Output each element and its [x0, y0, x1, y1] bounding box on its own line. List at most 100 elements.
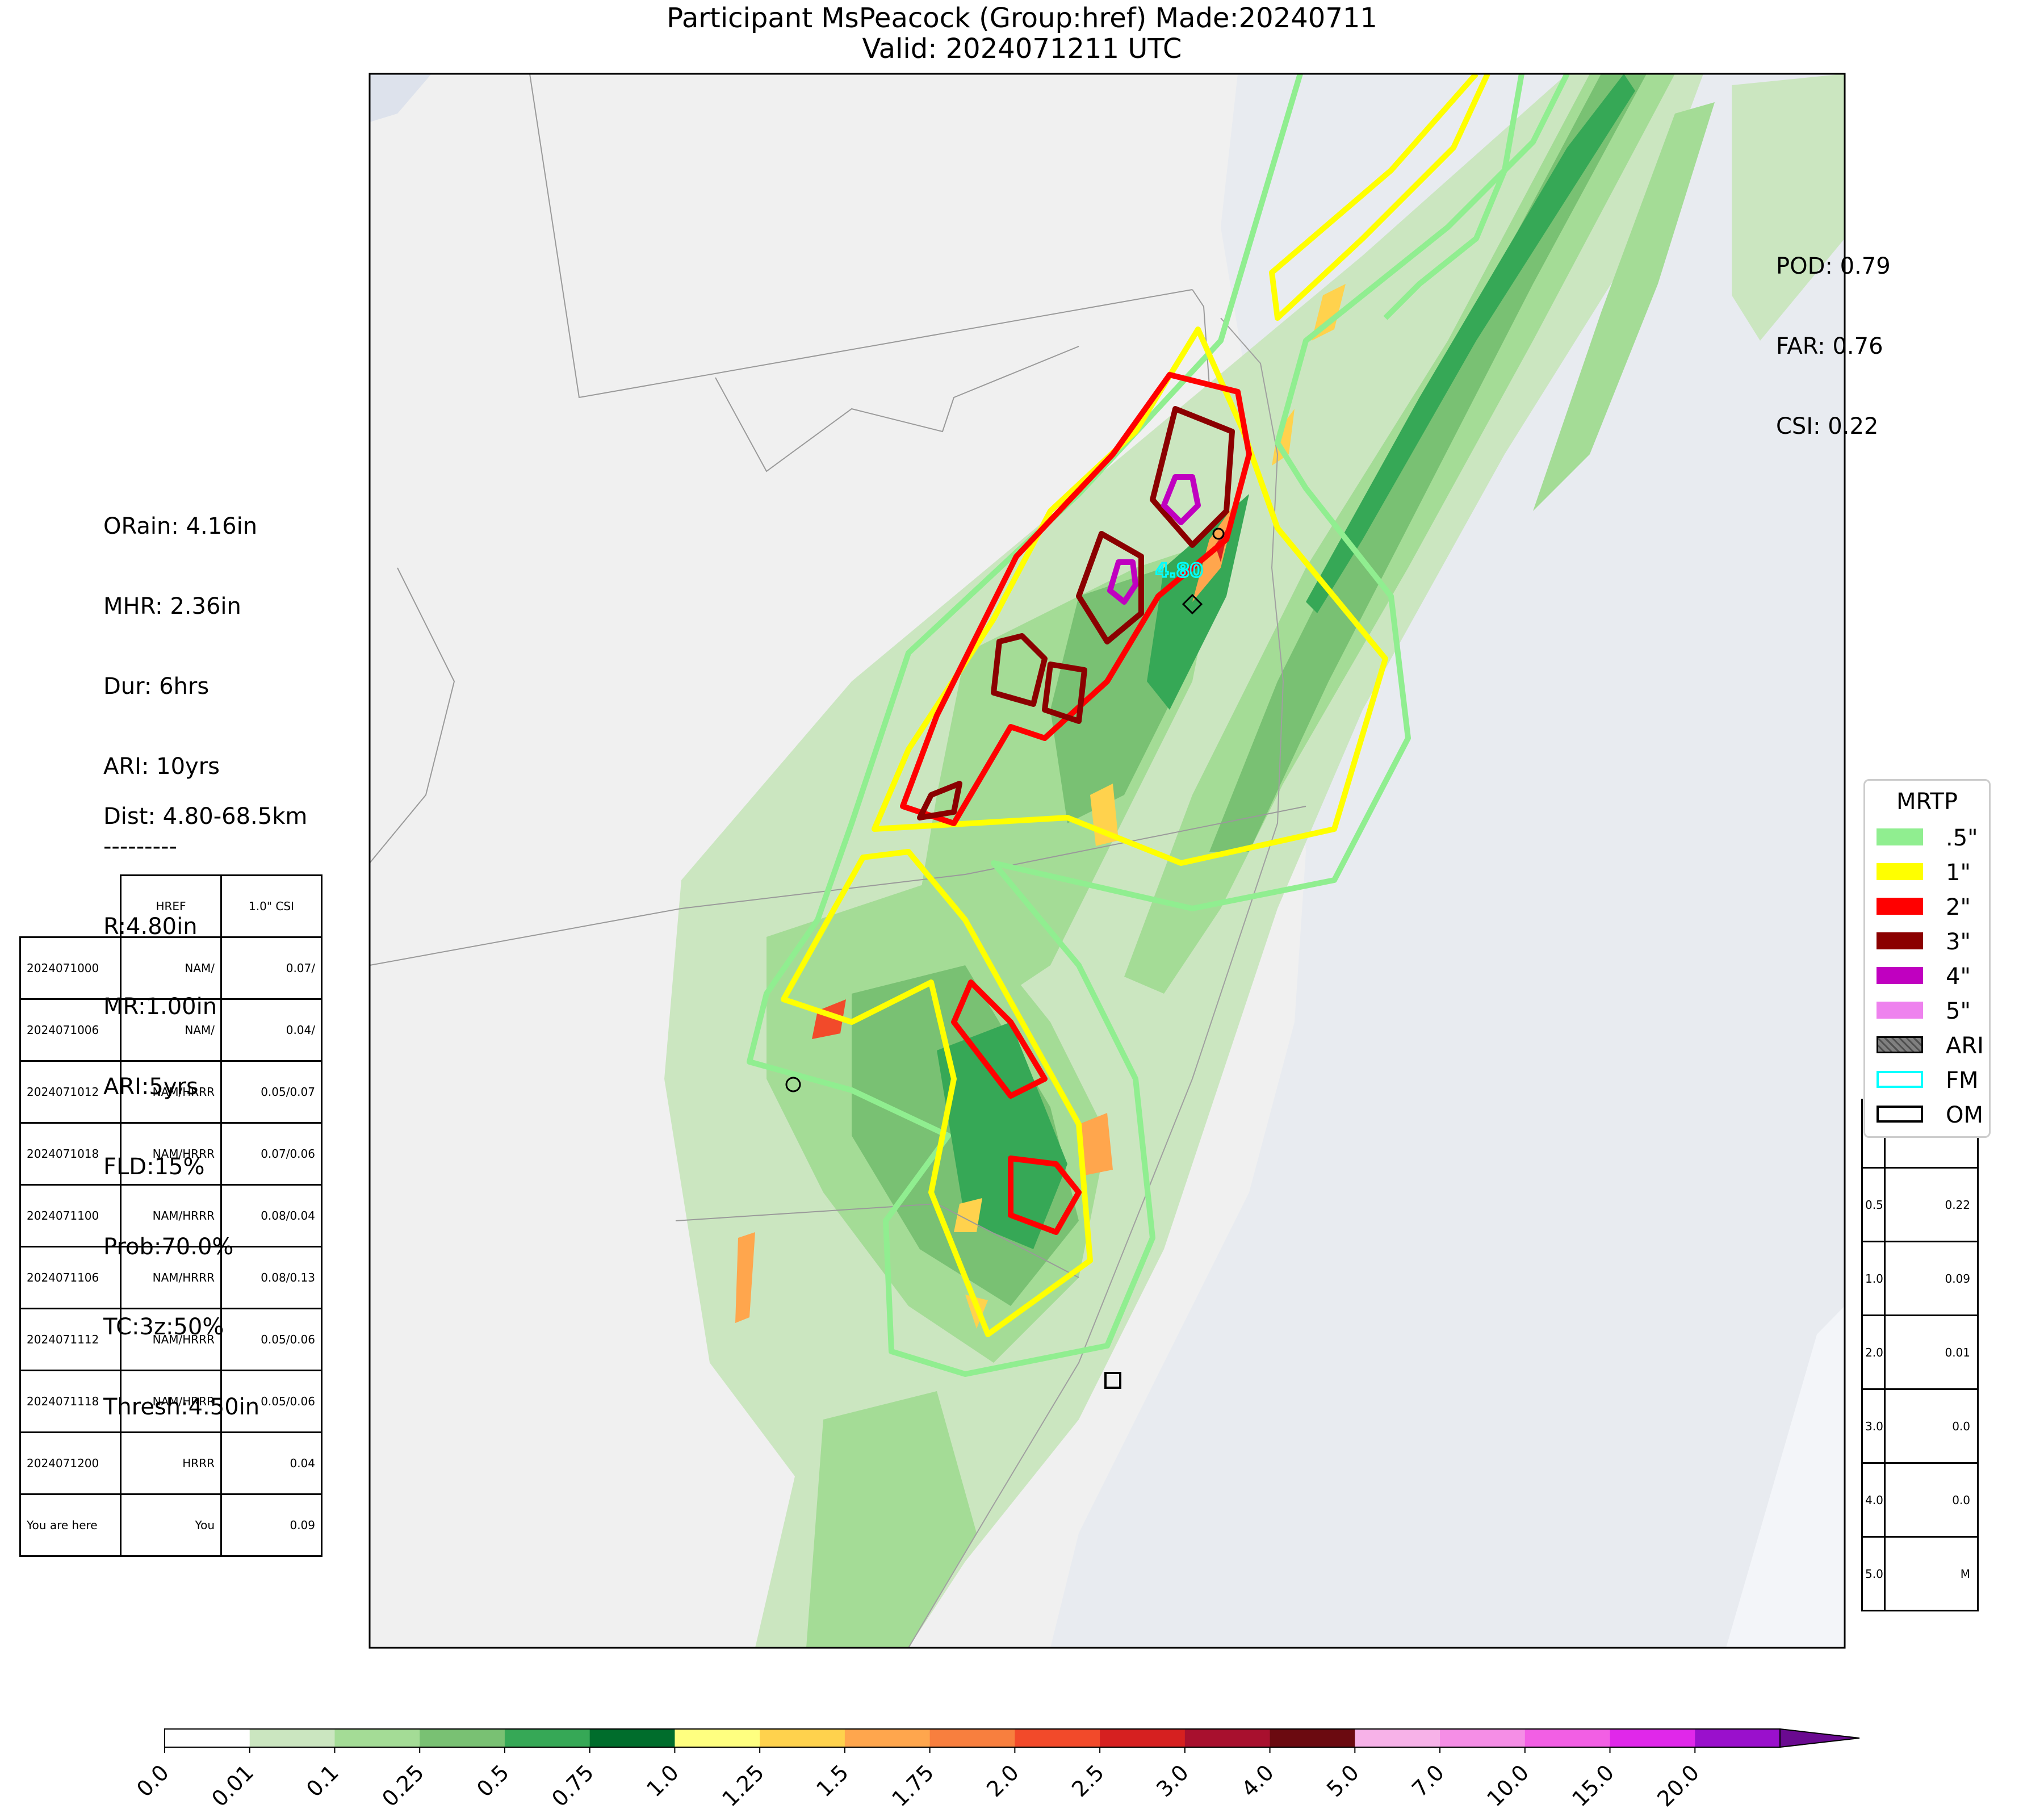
table-row: You are here You 0.09 [19, 1493, 322, 1557]
cell-date: 2024071012 [19, 1060, 122, 1124]
contour-1in-north [1269, 74, 1490, 321]
colorbar-segment [929, 1729, 1015, 1747]
ari-markers [785, 527, 1225, 1092]
table-row: 5.0 M [1861, 1536, 1979, 1611]
cell-date: 2024071100 [19, 1184, 122, 1247]
legend-swatch [1877, 967, 1923, 984]
pod-score: POD: 0.79 [1776, 253, 1891, 279]
table-row: 2024071100 NAM/HRRR 0.08/0.04 [19, 1184, 322, 1247]
contour-3in-c [991, 633, 1048, 707]
cell-date: 2024071000 [19, 936, 122, 1000]
colorbar-segment [504, 1729, 590, 1747]
colorbar-segment [1695, 1729, 1781, 1747]
legend-swatch [1877, 863, 1923, 880]
cell-date: 2024071118 [19, 1370, 122, 1433]
colorbar-segment [844, 1729, 931, 1747]
colorbar-segment [1184, 1729, 1271, 1747]
contour-2in-north [900, 372, 1252, 826]
contour-0-5in-east [1383, 74, 1524, 320]
legend-label: FM [1946, 1067, 1979, 1094]
cell-model: NAM/HRRR [120, 1184, 222, 1247]
cell-csi: 0.22 [1884, 1167, 1979, 1242]
cell-csi: 0.04/ [220, 998, 322, 1062]
table-row: 2.0 0.01 [1861, 1314, 1979, 1390]
cell-model: HRRR [120, 1431, 222, 1495]
far-score: FAR: 0.76 [1776, 333, 1883, 359]
cell-date: 2024071006 [19, 998, 122, 1062]
colorbar-segment [1440, 1729, 1526, 1747]
map-area: 4.80 [370, 74, 1845, 1648]
table-row: 2024071012 NAM/HRRR 0.05/0.07 [19, 1060, 322, 1124]
legend-label: 5" [1946, 998, 1971, 1024]
stat-line: ORain: 4.16in [103, 513, 258, 539]
table-row: 1.0 0.09 [1861, 1241, 1979, 1316]
legend-label: ARI [1946, 1033, 1984, 1059]
cell-model: NAM/HRRR [120, 1060, 222, 1124]
ocean-area [1050, 74, 1845, 1648]
legend-swatch [1877, 932, 1923, 949]
legend-label: 1" [1946, 860, 1971, 886]
history-header-blank [20, 875, 122, 938]
cell-csi: 0.05/0.06 [220, 1308, 322, 1371]
cell-date: 2024071106 [19, 1246, 122, 1309]
colorbar-segment [1610, 1729, 1695, 1747]
cell-threshold: 1.0 [1861, 1241, 1886, 1316]
table-row: 2024071112 NAM/HRRR 0.05/0.06 [19, 1308, 322, 1371]
contour-4in-a [1161, 474, 1201, 525]
colorbar-segment [420, 1729, 505, 1747]
table-row: 0.5 0.22 [1861, 1167, 1979, 1242]
history-header-model: HREF [120, 874, 222, 938]
colorbar-segment [1015, 1729, 1100, 1747]
title-line-1: Participant MsPeacock (Group:href) Made:… [667, 2, 1377, 34]
table-row: 2024071018 NAM/HRRR 0.07/0.06 [19, 1122, 322, 1186]
distance-text: Dist: 4.80-68.5km [103, 803, 308, 830]
cell-threshold: 2.0 [1861, 1314, 1886, 1390]
legend-swatch [1877, 828, 1923, 845]
table-row: 4.0 0.0 [1861, 1462, 1979, 1538]
om-marker [1104, 1372, 1121, 1389]
stat-line: Dur: 6hrs [103, 673, 210, 700]
legend-label: .5" [1946, 825, 1978, 851]
cell-threshold: 0.5 [1861, 1167, 1886, 1242]
history-header-csi: 1.0" CSI [220, 874, 322, 938]
legend-swatch [1877, 898, 1923, 915]
table-row: 2024071000 NAM/0.07/ [19, 936, 322, 1000]
cell-date: 2024071112 [19, 1308, 122, 1371]
cell-csi: 0.08/0.13 [220, 1246, 322, 1309]
contour-2in-south-a [951, 979, 1048, 1099]
csi-score: CSI: 0.22 [1776, 413, 1879, 439]
cell-csi: 0.05/0.07 [220, 1060, 322, 1124]
legend-swatch [1877, 1036, 1923, 1053]
fm-marker: 4.80 [1155, 559, 1204, 583]
colorbar-outline [164, 1728, 1781, 1748]
legend-label: 4" [1946, 964, 1971, 990]
cell-csi: 0.09 [1884, 1241, 1979, 1316]
cell-model: You [120, 1493, 222, 1557]
cell-csi: 0.01 [1884, 1314, 1979, 1390]
cell-csi: 0.05/0.06 [220, 1370, 322, 1433]
legend-swatch [1877, 1071, 1923, 1088]
cell-threshold: 3.0 [1861, 1388, 1886, 1464]
contour-0-5in-north [747, 74, 1570, 1377]
legend-swatch [1877, 1002, 1923, 1019]
mrtp-contours [747, 74, 1570, 1377]
table-row: 2024071106 NAM/HRRR 0.08/0.13 [19, 1246, 322, 1309]
colorbar-segment [165, 1729, 250, 1747]
cell-model: NAM/HRRR [120, 1246, 222, 1309]
stat-divider: --------- [103, 834, 177, 860]
table-row: 2024071118 NAM/HRRR 0.05/0.06 [19, 1370, 322, 1433]
cell-model: NAM/HRRR [120, 1308, 222, 1371]
colorbar-segment [334, 1729, 420, 1747]
coastline [908, 317, 1284, 1648]
ocean-far-area [1726, 1306, 1845, 1648]
contour-4in-b [1107, 559, 1138, 605]
cell-model: NAM/HRRR [120, 1370, 222, 1433]
table-row: 3.0 0.0 [1861, 1388, 1979, 1464]
colorbar-segment [1270, 1729, 1355, 1747]
legend-title: MRTP [1896, 789, 1958, 815]
lake-area [370, 74, 432, 122]
contour-3in-e [917, 781, 962, 820]
map-frame [368, 73, 1846, 1649]
legend-label: OM [1946, 1102, 1983, 1128]
threshold-csi-table: CSI 0.50.22 1.00.09 2.00.01 3.00.0 4.00.… [1861, 1099, 1979, 1611]
